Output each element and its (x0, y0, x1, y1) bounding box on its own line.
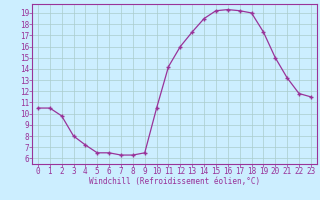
X-axis label: Windchill (Refroidissement éolien,°C): Windchill (Refroidissement éolien,°C) (89, 177, 260, 186)
